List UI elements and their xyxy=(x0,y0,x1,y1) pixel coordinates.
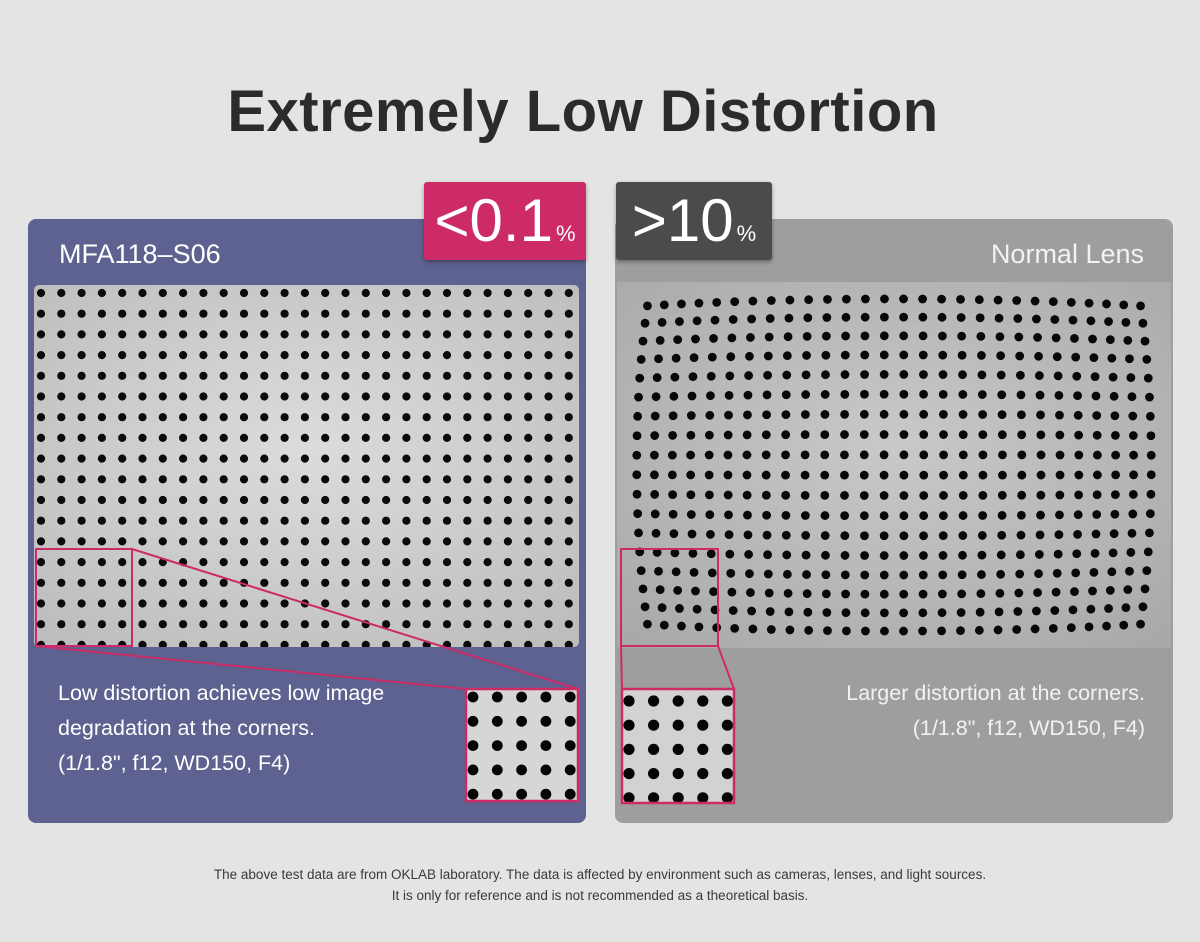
description-line: Larger distortion at the corners. xyxy=(846,681,1145,705)
footnote-line: It is only for reference and is not reco… xyxy=(391,888,809,903)
low-distortion-value: <0.1 xyxy=(434,187,553,254)
footnote-line: The above test data are from OKLAB labor… xyxy=(213,867,987,882)
description-line: (1/1.8", f12, WD150, F4) xyxy=(912,716,1145,740)
high-distortion-badge: >10% xyxy=(616,182,772,260)
page-title: Extremely Low Distortion xyxy=(227,79,939,144)
low-distortion-dot-grid xyxy=(34,285,579,647)
description-line: Low distortion achieves low image xyxy=(58,681,385,705)
normal-lens-dot-grid xyxy=(617,282,1171,648)
description-line: (1/1.8", f12, WD150, F4) xyxy=(58,751,291,775)
description-line: degradation at the corners. xyxy=(58,716,315,740)
normal-lens-description: Larger distortion at the corners. (1/1.8… xyxy=(725,676,1145,746)
low-distortion-description: Low distortion achieves low image degrad… xyxy=(58,676,468,781)
high-distortion-unit: % xyxy=(736,221,757,246)
low-distortion-badge: <0.1% xyxy=(424,182,586,260)
high-distortion-value: >10 xyxy=(631,187,734,254)
normal-lens-label: Normal Lens xyxy=(990,239,1144,269)
lens-model-label: MFA118–S06 xyxy=(59,239,221,269)
low-distortion-unit: % xyxy=(555,221,576,246)
footnote: The above test data are from OKLAB labor… xyxy=(0,864,1200,906)
